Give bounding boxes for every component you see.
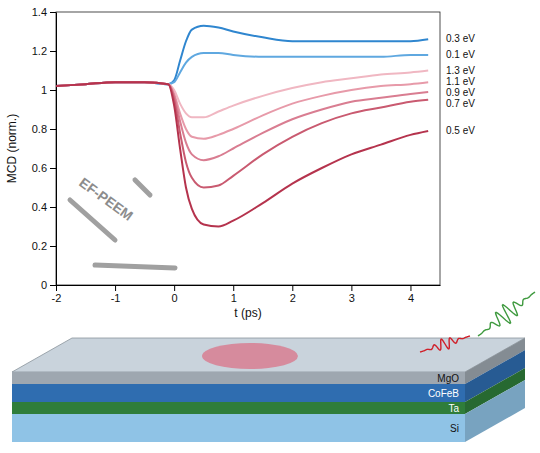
series-label: 0.1 eV (446, 49, 475, 60)
axis-line (56, 13, 57, 286)
series-line (56, 53, 428, 86)
tick-mark (50, 90, 56, 91)
tick: 1.2 (32, 45, 56, 57)
layer (12, 414, 465, 442)
lens-label: EF-PEEM (76, 174, 136, 224)
series-group (56, 26, 428, 227)
tick-mark (50, 51, 56, 52)
tick-mark (50, 207, 56, 208)
y-axis-title: MCD (norm.) (5, 114, 19, 183)
tick-label: 1.2 (32, 45, 47, 57)
tick-label: 0 (172, 292, 178, 304)
tick: 1 (231, 285, 237, 304)
tick: -2 (52, 285, 62, 304)
tick-mark (351, 285, 352, 291)
tick: 1.4 (32, 6, 56, 18)
tick-label: 0.8 (32, 123, 47, 135)
tick-mark (50, 168, 56, 169)
layer (12, 402, 465, 414)
tick-label: 2 (290, 292, 296, 304)
series-line (56, 71, 428, 118)
layer-label: CoFeB (428, 388, 459, 399)
tick: 1 (41, 84, 56, 96)
tick-label: 0.6 (32, 162, 47, 174)
tick: 2 (290, 285, 296, 304)
layer-label: Si (450, 423, 459, 434)
layer (12, 372, 465, 384)
tick-label: 0.4 (32, 201, 47, 213)
axis-line (57, 285, 441, 286)
layer-label: Ta (448, 403, 459, 414)
illustration: MgO CoFeB Ta Si (12, 292, 535, 442)
tick-mark (174, 285, 175, 291)
lens-bar (135, 180, 150, 195)
probe-pulse (478, 292, 535, 336)
series-label: 0.3 eV (446, 33, 475, 44)
tick: 4 (408, 285, 414, 304)
pump-pulse (420, 336, 470, 352)
series-line (56, 82, 428, 139)
series-label: 0.7 eV (446, 98, 475, 109)
sample-top (12, 338, 525, 372)
series-line (56, 82, 428, 226)
series-label: 1.3 eV (446, 65, 475, 76)
tick: -1 (111, 285, 121, 304)
x-axis: -2 -1 0 1 2 3 4 (52, 285, 441, 304)
tick: 0.2 (32, 240, 56, 252)
tick-mark (56, 285, 57, 291)
series-label: 1.1 eV (446, 76, 475, 87)
tick-mark (292, 285, 293, 291)
tick-mark (50, 12, 56, 13)
tick-mark (233, 285, 234, 291)
x-axis-title: t (ps) (234, 306, 261, 320)
tick-mark (50, 129, 56, 130)
series-label: 0.5 eV (446, 125, 475, 136)
tick-label: 0 (41, 279, 47, 291)
layer-side (465, 380, 525, 442)
tick-label: 4 (408, 292, 414, 304)
plot-frame (56, 12, 440, 285)
layer (12, 384, 465, 402)
tick-label: 3 (349, 292, 355, 304)
lens-bar (95, 265, 175, 268)
pump-spot (202, 343, 298, 369)
series-line (56, 26, 428, 86)
tick: 0.6 (32, 162, 56, 174)
tick-mark (410, 285, 411, 291)
tick-label: 1.4 (32, 6, 47, 18)
tick: 0 (41, 279, 56, 291)
tick-label: -2 (52, 292, 62, 304)
tick-mark (50, 285, 56, 286)
series-label: 0.9 eV (446, 87, 475, 98)
tick-label: 1 (231, 292, 237, 304)
series-line (56, 82, 428, 187)
tick: 0 (172, 285, 178, 304)
tick-mark (50, 246, 56, 247)
tick: 0.8 (32, 123, 56, 135)
tick: 0.4 (32, 201, 56, 213)
y-axis: 0 0.2 0.4 0.6 0.8 1 1.2 1.4 (32, 6, 57, 291)
tick-mark (115, 285, 116, 291)
series-line (56, 82, 428, 160)
tick: 3 (349, 285, 355, 304)
layer-label: MgO (437, 373, 459, 384)
tick-label: 0.2 (32, 240, 47, 252)
chart: MgO CoFeB Ta Si EF-PEEM -2 -1 0 1 2 3 4 0 0.2 0.4 0.6 0.… (0, 0, 540, 453)
tick-label: -1 (111, 292, 121, 304)
tick-label: 1 (41, 84, 47, 96)
